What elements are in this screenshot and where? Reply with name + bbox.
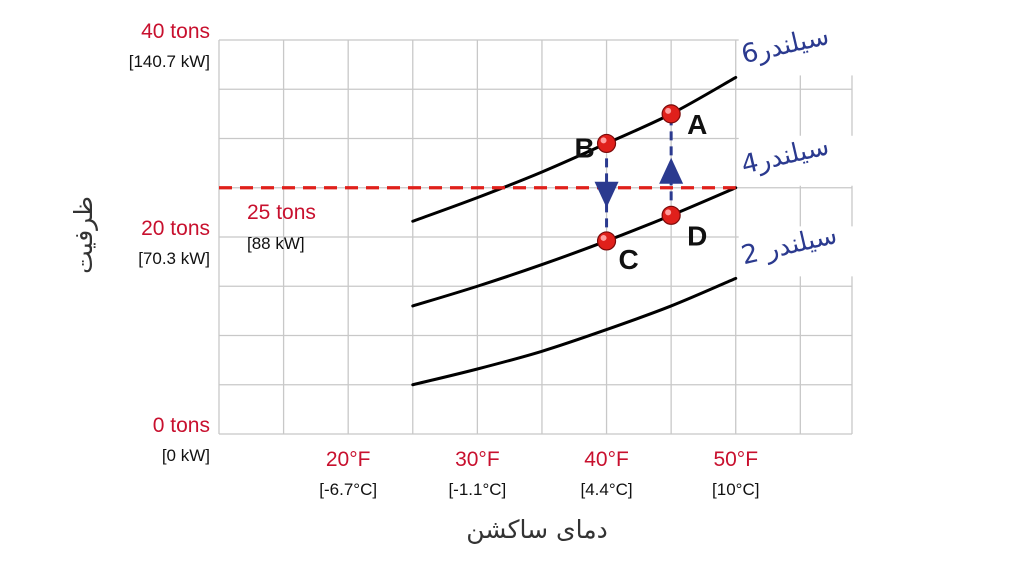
- y-tick-label: 40 tons: [141, 20, 210, 43]
- reference-line-group: 25 tons [88 kW]: [219, 186, 736, 253]
- x-tick-label: 30°F: [455, 448, 500, 471]
- series-label-bg: [738, 135, 879, 186]
- x-tick-label: 50°F: [713, 448, 758, 471]
- state-point-A: [661, 104, 681, 124]
- state-point-highlight: [665, 107, 672, 114]
- series-label-bg: [738, 25, 879, 76]
- y-tick-label: 0 tons: [153, 414, 210, 437]
- state-point-label: B: [575, 132, 595, 163]
- transitions: [594, 113, 684, 241]
- series-line-3: [411, 276, 738, 387]
- state-point-D: [661, 205, 681, 225]
- state-point-highlight: [600, 234, 607, 241]
- y-tick-label: 20 tons: [141, 217, 210, 240]
- x-tick-sublabel: [4.4°C]: [580, 480, 632, 499]
- series-label-bg: [738, 226, 879, 277]
- x-tick-label: 40°F: [584, 448, 629, 471]
- state-point-highlight: [600, 137, 607, 144]
- state-point-label: C: [619, 244, 639, 275]
- reference-line-label: 25 tons: [247, 201, 316, 224]
- reference-line-sublabel: [88 kW]: [247, 234, 305, 253]
- state-point-highlight: [665, 209, 672, 216]
- y-axis-label: ظرفیت: [69, 196, 98, 274]
- state-point-label: D: [687, 220, 707, 251]
- state-point-B: [596, 133, 617, 154]
- x-tick-sublabel: [-1.1°C]: [448, 480, 506, 499]
- state-point-label: A: [687, 109, 707, 140]
- x-axis-label: دمای ساکشن: [466, 515, 607, 544]
- x-tick-sublabel: [10°C]: [712, 480, 759, 499]
- y-tick-sublabel: [140.7 kW]: [129, 52, 210, 71]
- x-tick-label: 20°F: [326, 448, 371, 471]
- x-tick-sublabel: [-6.7°C]: [319, 480, 377, 499]
- transition-arrow: [659, 157, 684, 184]
- state-points: A B C D: [575, 104, 707, 275]
- transition-arrow: [594, 181, 619, 208]
- state-point-C: [596, 231, 617, 251]
- y-tick-sublabel: [70.3 kW]: [138, 249, 210, 268]
- y-tick-sublabel: [0 kW]: [162, 446, 210, 465]
